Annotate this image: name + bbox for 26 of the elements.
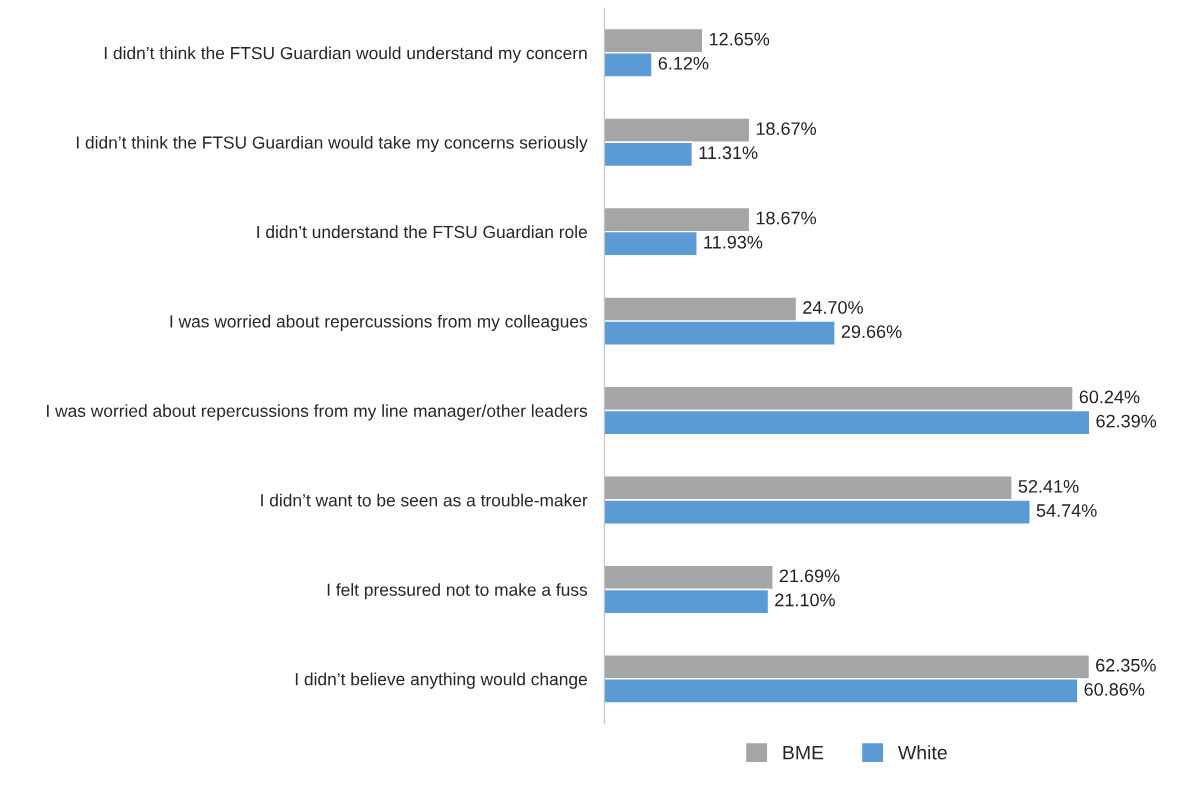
- data-label: 18.67%: [756, 122, 817, 135]
- data-label: 62.39%: [1096, 414, 1157, 428]
- legend-label: White: [898, 745, 947, 760]
- data-label: 11.31%: [699, 146, 758, 160]
- data-label: 18.67%: [756, 211, 817, 225]
- data-label: 21.69%: [779, 569, 840, 583]
- y-tick-label: I didn’t understand the FTSU Guardian role: [257, 225, 587, 239]
- y-tick-label: I didn’t believe anything would change: [295, 672, 587, 689]
- y-tick-label: I didn’t think the FTSU Guardian would understand my concern: [104, 46, 587, 63]
- data-label: 60.24%: [1079, 390, 1140, 404]
- legend-label: BME: [783, 745, 824, 760]
- data-label: 11.93%: [704, 235, 763, 249]
- y-tick-label: I was worried about repercussions from my line manager/other leaders: [47, 404, 588, 421]
- data-label: 52.41%: [1018, 479, 1079, 493]
- data-label: 21.10%: [775, 593, 835, 607]
- data-label: 6.12%: [658, 56, 709, 70]
- y-tick-label: I felt pressured not to make a fuss: [327, 583, 588, 600]
- data-label: 12.65%: [709, 32, 770, 46]
- data-label: 54.74%: [1036, 504, 1097, 517]
- data-label: 24.70%: [803, 301, 863, 314]
- data-label: 62.35%: [1096, 658, 1156, 672]
- data-label: 60.86%: [1084, 683, 1145, 696]
- y-tick-label: I was worried about repercussions from my colleagues: [170, 314, 588, 331]
- data-label: 29.66%: [841, 325, 902, 339]
- y-tick-label: I didn’t think the FTSU Guardian would take my concerns seriously: [76, 135, 588, 153]
- y-tick-label: I didn’t want to be seen as a trouble-maker: [261, 493, 588, 507]
